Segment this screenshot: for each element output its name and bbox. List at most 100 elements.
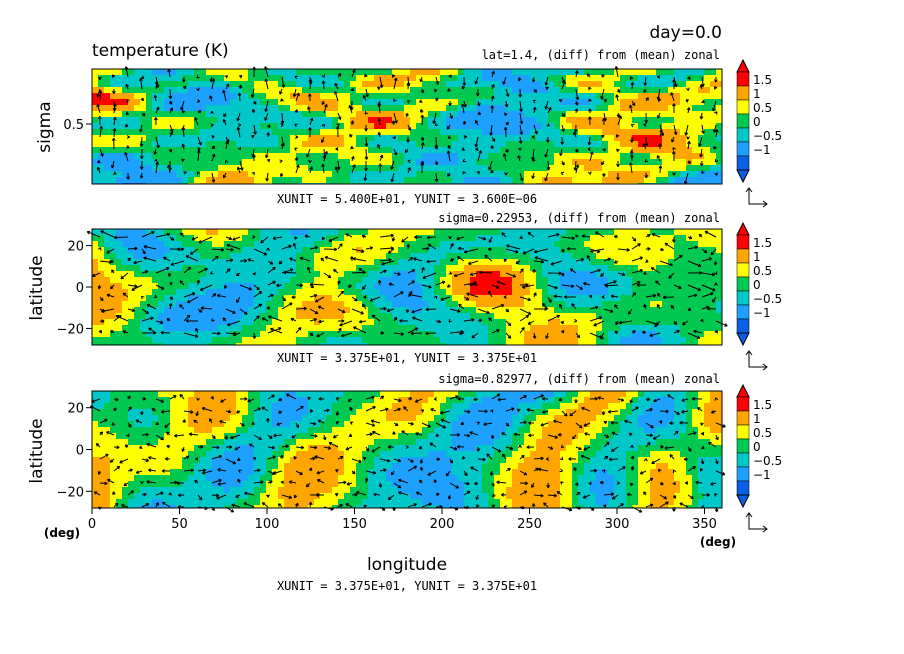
- heatmap-cell: [284, 307, 290, 313]
- heatmap-cell: [686, 99, 692, 105]
- heatmap-cell: [134, 123, 140, 129]
- heatmap-cell: [704, 247, 710, 253]
- wind-vector-head: [603, 99, 608, 103]
- heatmap-cell: [326, 325, 332, 331]
- heatmap-cell: [440, 313, 446, 319]
- heatmap-cell: [518, 87, 524, 93]
- heatmap-cell: [350, 147, 356, 153]
- heatmap-cell: [434, 235, 440, 241]
- heatmap-cell: [494, 295, 500, 301]
- heatmap-cell: [254, 337, 260, 343]
- heatmap-cell: [644, 289, 650, 295]
- heatmap-cell: [314, 93, 320, 99]
- heatmap-cell: [380, 307, 386, 313]
- heatmap-cell: [572, 289, 578, 295]
- heatmap-cell: [134, 277, 140, 283]
- heatmap-cell: [248, 177, 254, 183]
- heatmap-cell: [638, 253, 644, 259]
- heatmap-cell: [206, 247, 212, 253]
- heatmap-cell: [632, 283, 638, 289]
- heatmap-cell: [296, 123, 302, 129]
- wind-vector: [712, 100, 717, 112]
- heatmap-cell: [428, 123, 434, 129]
- heatmap-cell: [554, 153, 560, 159]
- heatmap-cell: [278, 69, 284, 75]
- heatmap-cell: [182, 331, 188, 337]
- heatmap-cell: [686, 153, 692, 159]
- heatmap-cell: [170, 277, 176, 283]
- wind-vector-head: [308, 127, 312, 131]
- heatmap-cell: [428, 253, 434, 259]
- heatmap-cell: [260, 165, 266, 171]
- heatmap-cell: [248, 69, 254, 75]
- heatmap-cell: [188, 123, 194, 129]
- heatmap-cell: [224, 253, 230, 259]
- heatmap-cell: [356, 313, 362, 319]
- wind-vector-head: [673, 131, 678, 136]
- heatmap-cell: [320, 313, 326, 319]
- heatmap-cell: [506, 99, 512, 105]
- heatmap-cell: [380, 87, 386, 93]
- heatmap-cell: [452, 235, 458, 241]
- heatmap-cell: [674, 159, 680, 165]
- wind-vector-head: [588, 108, 592, 112]
- heatmap-cell: [626, 75, 632, 81]
- heatmap-cell: [704, 295, 710, 301]
- heatmap-cell: [116, 99, 122, 105]
- wind-vector-head: [156, 144, 160, 149]
- heatmap-cell: [554, 123, 560, 129]
- heatmap-cell: [92, 135, 98, 141]
- heatmap-cell: [650, 301, 656, 307]
- heatmap-cell: [128, 87, 134, 93]
- heatmap-cell: [578, 93, 584, 99]
- heatmap-cell: [548, 75, 554, 81]
- heatmap-cell: [686, 69, 692, 75]
- heatmap-cell: [644, 105, 650, 111]
- heatmap-cell: [200, 337, 206, 343]
- heatmap-cell: [356, 147, 362, 153]
- heatmap-cell: [260, 87, 266, 93]
- heatmap-cell: [392, 235, 398, 241]
- heatmap-cell: [500, 135, 506, 141]
- wind-vector-head: [294, 123, 298, 128]
- heatmap-cell: [110, 99, 116, 105]
- heatmap-cell: [536, 253, 542, 259]
- heatmap-cell: [470, 141, 476, 147]
- wind-vector-head: [600, 96, 604, 100]
- heatmap-cell: [464, 307, 470, 313]
- heatmap-cell: [452, 93, 458, 99]
- heatmap-cell: [320, 319, 326, 325]
- wind-vector: [323, 148, 326, 159]
- heatmap-cell: [638, 111, 644, 117]
- heatmap-cell: [614, 111, 620, 117]
- heatmap-cell: [590, 75, 596, 81]
- heatmap-cell: [692, 247, 698, 253]
- heatmap-cell: [470, 105, 476, 111]
- heatmap-cell: [572, 277, 578, 283]
- heatmap-cell: [644, 99, 650, 105]
- heatmap-cell: [224, 177, 230, 183]
- wind-vector: [544, 148, 549, 158]
- heatmap-cell: [698, 313, 704, 319]
- heatmap-cell: [656, 117, 662, 123]
- heatmap-cell: [662, 165, 668, 171]
- heatmap-cell: [692, 337, 698, 343]
- heatmap-cell: [440, 289, 446, 295]
- heatmap-cell: [626, 337, 632, 343]
- heatmap-cell: [434, 289, 440, 295]
- heatmap-cell: [272, 301, 278, 307]
- heatmap-cell: [524, 141, 530, 147]
- heatmap-cell: [452, 259, 458, 265]
- heatmap-cell: [170, 165, 176, 171]
- heatmap-cell: [512, 111, 518, 117]
- heatmap-cell: [344, 271, 350, 277]
- wind-vector: [97, 104, 101, 114]
- heatmap-cell: [668, 229, 674, 235]
- heatmap-cell: [668, 141, 674, 147]
- heatmap-cell: [332, 123, 338, 129]
- heatmap-cell: [602, 93, 608, 99]
- heatmap-cell: [188, 343, 194, 345]
- wind-vector: [225, 141, 229, 150]
- heatmap-cell: [572, 331, 578, 337]
- heatmap-cell: [704, 177, 710, 183]
